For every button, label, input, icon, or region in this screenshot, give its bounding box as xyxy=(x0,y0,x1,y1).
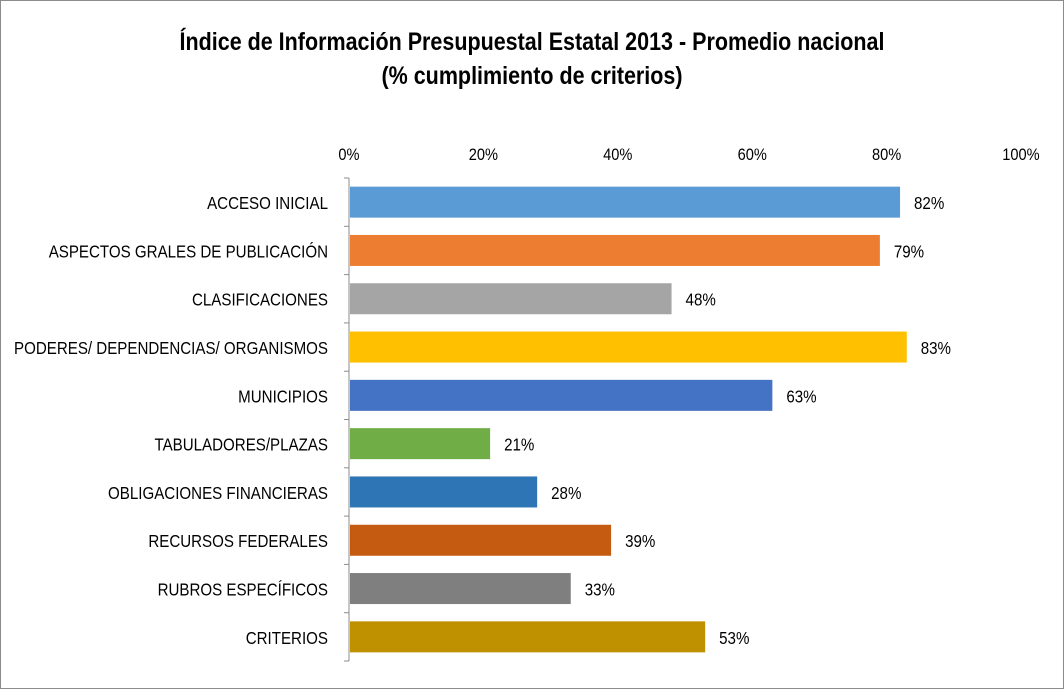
x-axis-ticks: 0% 20% 40% 60% 80% 100% xyxy=(338,146,1039,164)
category-label: RUBROS ESPECÍFICOS xyxy=(158,579,328,600)
category-axis-ticks xyxy=(344,177,349,662)
category-labels: ACCESO INICIAL ASPECTOS GRALES DE PUBLICA… xyxy=(14,193,328,648)
bar xyxy=(350,428,491,460)
bar xyxy=(350,234,880,266)
data-label: 79% xyxy=(894,241,924,262)
bar xyxy=(350,524,612,556)
data-label: 83% xyxy=(921,338,951,359)
data-label: 39% xyxy=(625,531,655,552)
bar xyxy=(350,331,907,363)
chart-title: Índice de Información Presupuestal Estat… xyxy=(75,25,988,93)
bar xyxy=(350,186,901,218)
bar xyxy=(350,476,538,508)
bar xyxy=(350,573,571,605)
data-label: 82% xyxy=(914,193,944,214)
x-tick-label: 40% xyxy=(603,146,632,164)
category-label: ASPECTOS GRALES DE PUBLICACIÓN xyxy=(49,241,328,262)
category-label: CLASIFICACIONES xyxy=(192,290,328,311)
data-label: 33% xyxy=(585,579,615,600)
data-label: 28% xyxy=(551,483,581,504)
category-label: MUNICIPIOS xyxy=(238,386,328,407)
category-label: RECURSOS FEDERALES xyxy=(148,531,328,552)
data-labels: 82% 79% 48% 83% 63% 21% 28% 39% 33% 53% xyxy=(504,193,951,648)
data-label: 48% xyxy=(686,290,716,311)
bar xyxy=(350,283,672,315)
x-tick-label: 60% xyxy=(738,146,767,164)
data-label: 21% xyxy=(504,434,534,455)
category-label: ACCESO INICIAL xyxy=(207,193,328,214)
chart-title-line-1: Índice de Información Presupuestal Estat… xyxy=(179,28,885,56)
bar xyxy=(350,621,706,653)
bars xyxy=(350,186,907,653)
bar xyxy=(350,379,773,411)
category-label: PODERES/ DEPENDENCIAS/ ORGANISMOS xyxy=(14,338,328,359)
data-label: 53% xyxy=(719,628,749,649)
category-label: OBLIGACIONES FINANCIERAS xyxy=(108,483,328,504)
category-label: TABULADORES/PLAZAS xyxy=(154,434,328,455)
x-tick-label: 20% xyxy=(469,146,498,164)
data-label: 63% xyxy=(786,386,816,407)
x-tick-label: 80% xyxy=(872,146,901,164)
category-label: CRITERIOS xyxy=(246,628,328,649)
chart-title-line-2: (% cumplimiento de criterios) xyxy=(381,62,683,90)
x-tick-label: 100% xyxy=(1002,146,1039,164)
x-tick-label: 0% xyxy=(338,146,359,164)
